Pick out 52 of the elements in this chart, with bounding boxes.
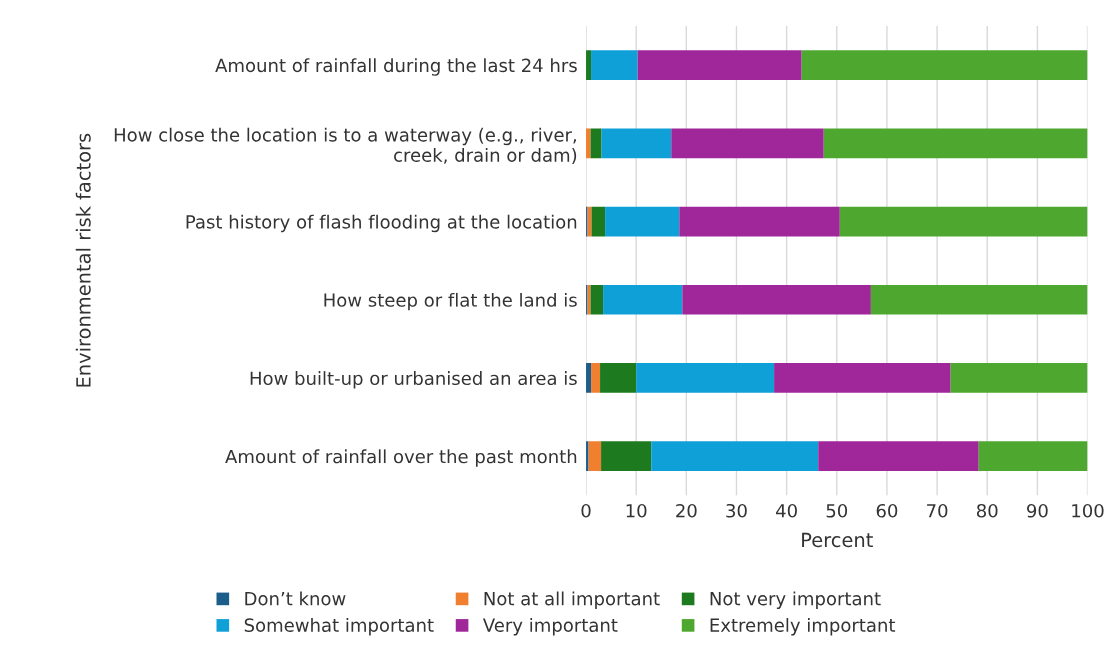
bar bbox=[801, 50, 1088, 80]
bar bbox=[590, 128, 602, 159]
bar bbox=[591, 50, 638, 80]
bar bbox=[588, 441, 602, 472]
y-tick-label: How steep or flat the land is bbox=[324, 292, 577, 311]
bar bbox=[818, 441, 979, 472]
bar bbox=[591, 363, 601, 393]
bar bbox=[603, 284, 683, 315]
x-axis-title: Percent bbox=[802, 532, 873, 548]
bar bbox=[682, 284, 871, 315]
bar bbox=[591, 206, 606, 237]
y-tick-label: Amount of rainfall during the last 24 hrs bbox=[215, 58, 577, 76]
bar bbox=[774, 363, 951, 393]
y-tick-label: How built-up or urbanised an area is bbox=[250, 371, 577, 389]
x-tick-label: 20 bbox=[676, 503, 697, 518]
bar bbox=[870, 284, 1088, 315]
bar bbox=[605, 206, 680, 237]
x-tick-label: 50 bbox=[826, 503, 848, 518]
bar bbox=[601, 441, 652, 472]
bar bbox=[978, 441, 1088, 472]
bar bbox=[679, 206, 840, 237]
y-tick-label: Amount of rainfall over the past month bbox=[225, 449, 577, 467]
legend-label: Not at all important bbox=[484, 591, 660, 609]
legend-label: Very important bbox=[482, 618, 618, 636]
bar bbox=[601, 128, 672, 159]
bar bbox=[671, 128, 824, 159]
y-tick-label: How close the location is to a waterway (e.g., river, creek, drain or dam) bbox=[114, 127, 577, 165]
y-axis-title: Environmental risk factors bbox=[75, 133, 91, 387]
bar bbox=[636, 363, 775, 393]
x-tick-label: 100 bbox=[1072, 503, 1104, 518]
x-tick-label: 80 bbox=[976, 503, 998, 518]
x-tick-label: 90 bbox=[1027, 503, 1048, 518]
x-tick-label: 10 bbox=[626, 503, 647, 518]
bar bbox=[823, 128, 1088, 159]
bar bbox=[590, 284, 604, 315]
legend-label: Not very important bbox=[710, 591, 881, 609]
legend-label: Don’t know bbox=[245, 591, 346, 606]
x-tick-label: 0 bbox=[581, 503, 591, 518]
x-tick-label: 40 bbox=[776, 503, 797, 518]
bar bbox=[950, 363, 1088, 393]
legend-label: Somewhat important bbox=[244, 618, 434, 636]
bar bbox=[839, 206, 1088, 237]
bar bbox=[587, 206, 592, 237]
x-tick-label: 30 bbox=[726, 503, 747, 518]
legend-label: Extremely important bbox=[710, 618, 896, 636]
bar bbox=[586, 128, 591, 159]
x-tick-label: 70 bbox=[927, 503, 948, 518]
bar bbox=[651, 441, 819, 472]
bar bbox=[637, 50, 802, 80]
x-tick-label: 60 bbox=[876, 503, 898, 518]
y-tick-label: Past history of flash flooding at the location bbox=[186, 214, 577, 233]
bar bbox=[600, 363, 637, 393]
